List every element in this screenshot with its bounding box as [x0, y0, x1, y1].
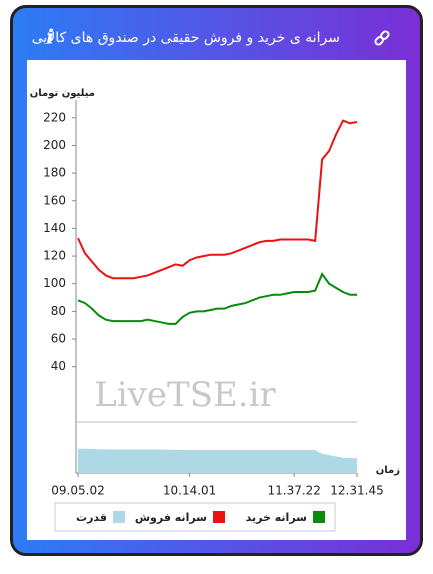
x-tick-label: 11.37.22 — [268, 484, 321, 498]
chart-title: سرانه ی خرید و فروش حقیقی در صندوق های ک… — [32, 30, 340, 46]
legend-label: سرانه فروش — [135, 511, 207, 524]
y-tick-label: 120 — [43, 249, 66, 263]
y-tick-label: 140 — [43, 221, 66, 235]
line — [77, 119, 358, 280]
x-axis-label: زمان — [376, 465, 400, 476]
legend-swatch — [313, 511, 325, 523]
line — [77, 272, 357, 325]
area — [78, 448, 357, 473]
y-tick-label: 160 — [43, 193, 66, 207]
x-tick-label: 12.31.45 — [330, 484, 383, 498]
y-tick-label: 200 — [43, 138, 66, 152]
y-tick-label: 180 — [43, 166, 66, 180]
info-icon[interactable]: i — [46, 25, 54, 49]
watermark: LiveTSE.ir — [94, 375, 276, 415]
link-icon[interactable] — [374, 30, 390, 46]
x-tick-label: 10.14.01 — [163, 484, 216, 498]
legend-label: سرانه خرید — [246, 511, 307, 524]
y-tick-label: 40 — [51, 359, 66, 373]
y-tick-label: 60 — [51, 332, 66, 346]
legend-swatch — [113, 511, 125, 523]
y-tick-label: 100 — [43, 276, 66, 290]
y-tick-label: 80 — [51, 304, 66, 318]
legend-swatch — [213, 511, 225, 523]
legend-box — [54, 502, 336, 532]
legend-label: قدرت — [76, 511, 107, 524]
y-tick-label: 220 — [43, 110, 66, 124]
y-axis-label: میلیون تومان — [30, 88, 95, 99]
x-tick-label: 09.05.02 — [51, 484, 104, 498]
